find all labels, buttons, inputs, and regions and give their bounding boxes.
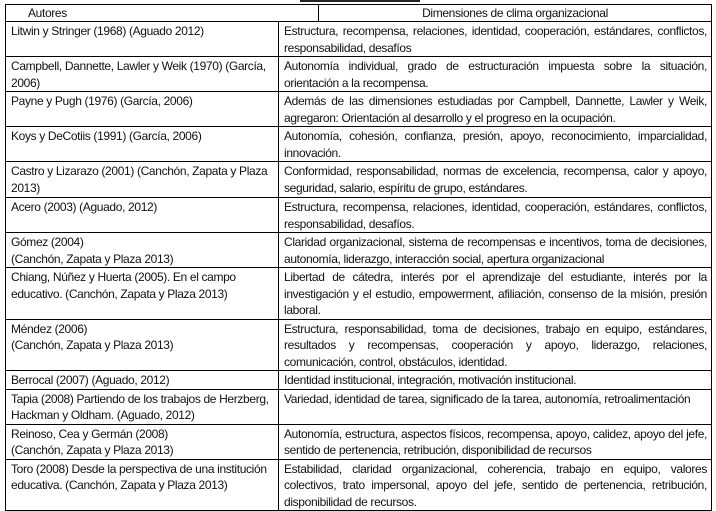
table-row: Chiang, Núñez y Huerta (2005). En el cam… (5, 267, 712, 320)
dimensions-table: Litwin y Stringer (1968) (Aguado 2012) Es… (5, 21, 712, 511)
dimensiones-cell: Autonomía, cohesión, confianza, presión,… (278, 126, 712, 162)
dimensiones-cell: Estructura, recompensa, relaciones, iden… (278, 197, 712, 233)
table-row: Acero (2003) (Aguado, 2012) Estructura, r… (5, 197, 712, 233)
dimensiones-cell: Conformidad, responsabilidad, normas de … (278, 161, 712, 198)
autores-cell: Méndez (2006) (Canchón, Zapata y Plaza 20… (5, 318, 279, 371)
header-dimensiones: Dimensiones de clima organizacional (422, 6, 608, 20)
autores-cell: Litwin y Stringer (1968) (Aguado 2012) (5, 21, 279, 57)
table-row: Gómez (2004) (Canchón, Zapata y Plaza 201… (5, 232, 712, 268)
table-row: Litwin y Stringer (1968) (Aguado 2012) Es… (5, 21, 712, 57)
autores-cell: Toro (2008) Desde la perspectiva de una … (5, 458, 279, 511)
dimensiones-cell: Autonomía individual, grado de estructur… (278, 56, 712, 92)
autores-cell: Berrocal (2007) (Aguado, 2012) (5, 370, 279, 390)
dimensiones-cell: Además de las dimensiones estudiadas por… (278, 91, 712, 127)
table-row: Payne y Pugh (1976) (García, 2006) Además… (5, 91, 712, 127)
autores-cell: Acero (2003) (Aguado, 2012) (5, 197, 279, 233)
autores-cell: Reinoso, Cea y Germán (2008) (Canchón, Za… (5, 423, 279, 460)
autores-cell: Gómez (2004) (Canchón, Zapata y Plaza 201… (5, 232, 279, 268)
dimensiones-cell: Variedad, identidad de tarea, significad… (278, 388, 712, 425)
clipped-title (300, 0, 420, 2)
autores-cell: Campbell, Dannette, Lawler y Weik (1970)… (5, 56, 279, 92)
dimensiones-cell: Claridad organizacional, sistema de reco… (278, 232, 712, 268)
dimensiones-cell: Autonomía, estructura, aspectos físicos,… (278, 423, 712, 460)
dimensiones-cell: Estructura, responsabilidad, toma de dec… (278, 318, 712, 371)
table-row: Toro (2008) Desde la perspectiva de una … (5, 458, 712, 511)
table-row: Reinoso, Cea y Germán (2008) (Canchón, Za… (5, 423, 712, 460)
autores-cell: Koys y DeCotiis (1991) (García, 2006) (5, 126, 279, 162)
table-row: Tapia (2008) Partiendo de los trabajos d… (5, 388, 712, 425)
autores-cell: Castro y Lizarazo (2001) (Canchón, Zapat… (5, 161, 279, 198)
dimensiones-cell: Estructura, recompensa, relaciones, iden… (278, 21, 712, 57)
autores-cell: Tapia (2008) Partiendo de los trabajos d… (5, 388, 279, 425)
dimensiones-cell: Identidad institucional, integración, mo… (278, 370, 712, 390)
table-row: Campbell, Dannette, Lawler y Weik (1970)… (5, 56, 712, 92)
table-row: Castro y Lizarazo (2001) (Canchón, Zapat… (5, 161, 712, 198)
autores-cell: Payne y Pugh (1976) (García, 2006) (5, 91, 279, 127)
table-row: Koys y DeCotiis (1991) (García, 2006) Aut… (5, 126, 712, 162)
dimensiones-cell: Libertad de cátedra, interés por el apre… (278, 267, 712, 320)
table-header: Autores Dimensiones de clima organizacio… (5, 4, 712, 22)
table-row: Berrocal (2007) (Aguado, 2012) Identidad … (5, 370, 712, 390)
table-row: Méndez (2006) (Canchón, Zapata y Plaza 20… (5, 318, 712, 371)
dimensiones-cell: Estabilidad, claridad organizacional, co… (278, 458, 712, 511)
header-autores: Autores (6, 5, 319, 21)
autores-cell: Chiang, Núñez y Huerta (2005). En el cam… (5, 267, 279, 320)
